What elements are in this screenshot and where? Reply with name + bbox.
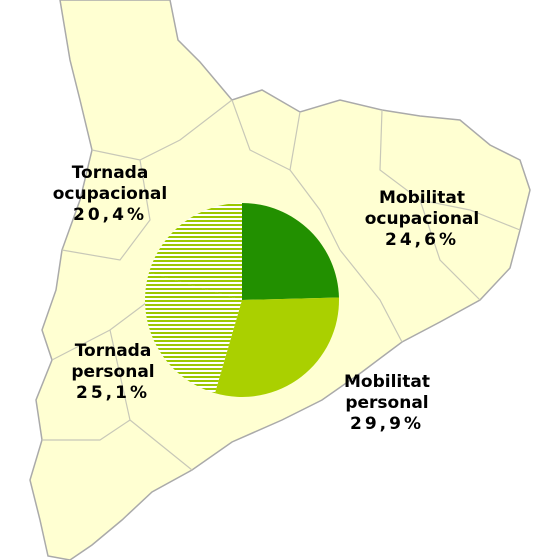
category-label: Mobilitat ocupacional: [364, 188, 480, 229]
category-label: Mobilitat personal: [344, 372, 430, 413]
category-label: Tornada ocupacional: [52, 163, 168, 204]
value-label: 20,4%: [73, 205, 147, 225]
value-label: 29,9%: [350, 414, 424, 434]
label-group: Tornada ocupacional 20,4%: [35, 163, 185, 226]
label-group: Tornada personal 25,1%: [38, 341, 188, 404]
pie-slice: [242, 203, 339, 300]
category-label: Tornada personal: [71, 341, 155, 382]
label-group: Mobilitat ocupacional 24,6%: [347, 188, 497, 251]
pie-slice: [145, 272, 242, 394]
value-label: 24,6%: [385, 230, 459, 250]
label-group: Mobilitat personal 29,9%: [312, 372, 462, 435]
map-borders: [42, 99, 521, 471]
pie-slice: [149, 203, 242, 300]
pie-slice: [214, 297, 339, 397]
value-label: 25,1%: [76, 383, 150, 403]
